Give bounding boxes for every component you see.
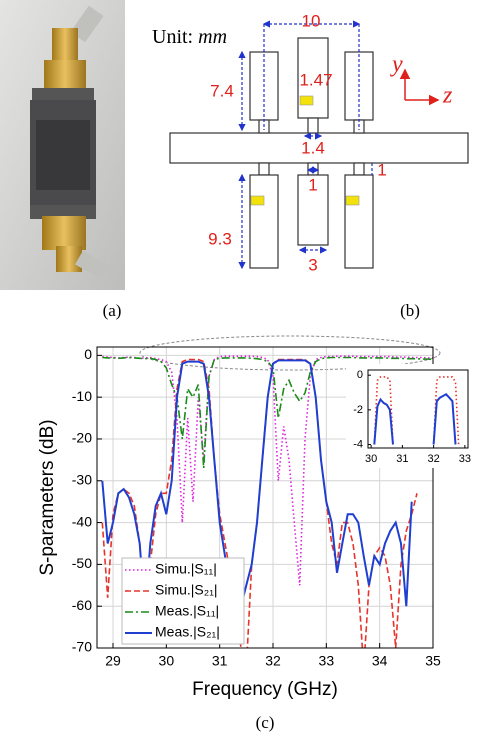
dimension-label: 1 xyxy=(377,160,386,179)
y-tick-label: -2 xyxy=(353,404,363,416)
plot-frame xyxy=(367,369,469,449)
panel-label: (c) xyxy=(256,713,275,732)
series-line xyxy=(102,356,433,469)
x-tick-label: 30 xyxy=(365,453,377,465)
x-tick-label: 31 xyxy=(396,453,408,465)
legend-box xyxy=(121,557,245,645)
unit-prefix: Unit: xyxy=(152,26,193,48)
dimension-label: 1.4 xyxy=(301,138,325,157)
legend-label: Meas.|S₂₁| xyxy=(155,624,220,640)
series-line xyxy=(373,393,457,445)
x-tick-label: 32 xyxy=(265,653,281,669)
y-tick-label: -10 xyxy=(72,388,92,404)
dimension-label: 3 xyxy=(308,255,317,274)
zoom-region xyxy=(139,335,441,371)
y-tick-label: 0 xyxy=(84,346,92,362)
unit: mm xyxy=(198,26,227,48)
legend-label: Meas.|S₁₁| xyxy=(155,603,219,619)
x-tick-label: 34 xyxy=(372,653,388,669)
series-line xyxy=(101,359,413,615)
resonator-diagram: Unit: mm 10 7.4 1.47 1.4 1 1 9.3 xyxy=(152,11,469,274)
y-tick-label: -20 xyxy=(72,430,92,446)
y-tick-label: -40 xyxy=(72,513,92,529)
y-tick-label: -30 xyxy=(72,471,92,487)
x-tick-label: 31 xyxy=(212,653,228,669)
x-tick-label: 35 xyxy=(425,653,441,669)
x-tick-label: 33 xyxy=(459,453,471,465)
dimension-label: 1 xyxy=(308,175,317,194)
y-tick-label: -70 xyxy=(72,639,92,655)
y-tick-label: -4 xyxy=(353,438,363,450)
plot-frame xyxy=(96,346,434,649)
legend-label: Simu.|S₁₁| xyxy=(155,561,217,577)
y-axis-label: S-parameters (dB) xyxy=(37,419,58,575)
panel-label: (a) xyxy=(103,301,122,320)
dimension-label: 10 xyxy=(302,11,321,30)
panel-label: (b) xyxy=(400,301,420,320)
y-tick-label: -60 xyxy=(72,597,92,613)
series-line xyxy=(373,376,460,445)
device-photo xyxy=(0,0,125,290)
unit-label: Unit: mm xyxy=(152,26,227,48)
x-axis-label: Frequency (GHz) xyxy=(192,679,338,700)
legend-label: Simu.|S₂₁| xyxy=(155,582,218,598)
y-tick-label: -50 xyxy=(72,555,92,571)
dimension-label: 1.47 xyxy=(299,70,332,89)
x-tick-label: 32 xyxy=(428,453,440,465)
axis-symbol: y xyxy=(390,52,403,78)
y-tick-label: 0 xyxy=(357,369,363,381)
dimension-label: 9.3 xyxy=(208,229,232,248)
x-tick-label: 30 xyxy=(159,653,175,669)
x-tick-label: 29 xyxy=(105,653,121,669)
x-tick-label: 33 xyxy=(319,653,335,669)
dimension-label: 7.4 xyxy=(210,81,234,100)
axis-symbol: z xyxy=(442,83,453,109)
